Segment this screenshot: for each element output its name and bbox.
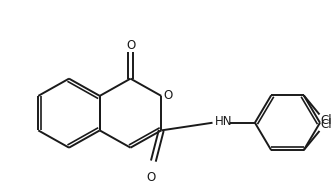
Text: HN: HN [214, 115, 232, 128]
Text: O: O [126, 38, 135, 52]
Text: O: O [147, 171, 156, 184]
Text: Cl: Cl [321, 114, 332, 127]
Text: Cl: Cl [321, 118, 332, 131]
Text: O: O [163, 89, 172, 102]
